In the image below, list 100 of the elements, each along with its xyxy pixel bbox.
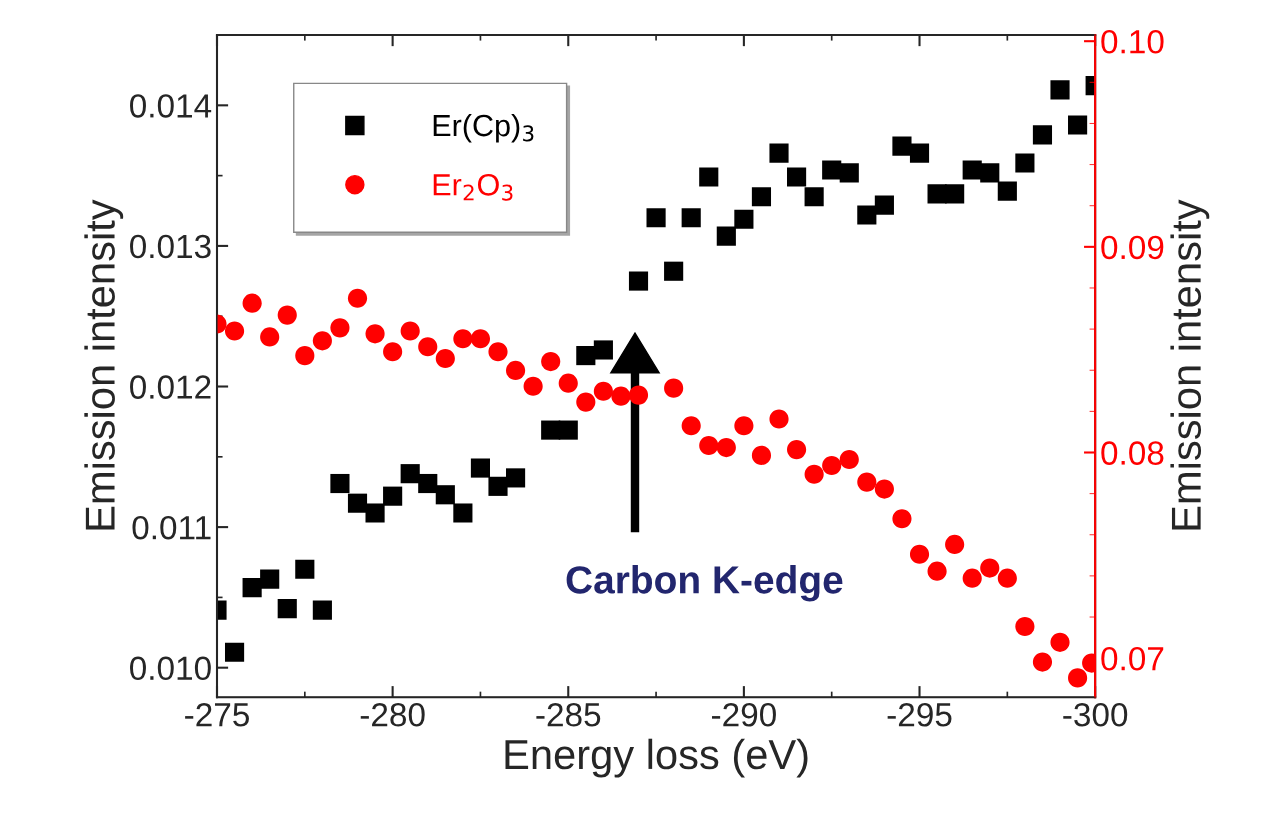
point [576, 392, 596, 412]
y2-tick-label: 0.09 [1101, 235, 1164, 260]
point [277, 599, 297, 619]
point [1015, 153, 1035, 173]
point [435, 485, 455, 505]
point [892, 509, 912, 529]
point [822, 455, 842, 476]
y-tick-label: 0.011 [132, 515, 211, 540]
point [962, 160, 982, 180]
y-tick-label: 0.012 [130, 375, 211, 399]
point [787, 440, 807, 460]
point [506, 468, 526, 488]
point [751, 445, 772, 465]
point [418, 337, 438, 357]
point [892, 136, 912, 156]
point [523, 376, 543, 396]
point [909, 143, 930, 163]
point [751, 187, 772, 207]
point [664, 261, 684, 281]
point [611, 386, 631, 406]
point [1068, 115, 1088, 135]
point [277, 305, 297, 325]
point [383, 342, 403, 362]
point [347, 493, 368, 513]
point [734, 416, 754, 436]
point [628, 385, 649, 405]
x-tick-label: -300 [1063, 702, 1128, 727]
point [997, 568, 1017, 588]
point [260, 327, 280, 347]
point [558, 373, 578, 393]
point [365, 503, 385, 523]
point [558, 420, 578, 440]
point [734, 209, 754, 229]
x-tick-label: -285 [536, 702, 601, 727]
point [435, 348, 455, 369]
point [769, 409, 789, 429]
point [681, 208, 701, 228]
y2-tick-label: 0.10 [1101, 30, 1164, 54]
y-tick-label: 0.013 [130, 234, 211, 259]
point [681, 416, 701, 436]
x-tick-label: -280 [360, 702, 425, 727]
legend-label: Er$_{2}$O$_{3}$ [433, 174, 513, 201]
point [909, 544, 930, 564]
point [295, 559, 315, 579]
point [1032, 652, 1053, 672]
point [839, 449, 859, 470]
point [365, 324, 385, 344]
point [488, 476, 508, 496]
point [997, 181, 1017, 201]
point [506, 360, 526, 381]
point [383, 486, 403, 506]
y-tick-label: 0.010 [130, 656, 211, 681]
point [224, 642, 245, 662]
point [312, 600, 332, 620]
point [980, 163, 1000, 183]
point [716, 437, 736, 458]
point [541, 352, 561, 372]
point [804, 187, 824, 207]
point [347, 288, 368, 308]
point [769, 143, 789, 163]
point [980, 558, 1000, 578]
point [541, 420, 561, 440]
point [312, 331, 332, 351]
point [874, 479, 894, 499]
x-axis-title: Energy loss (eV) [505, 738, 808, 778]
point [593, 381, 613, 401]
point [260, 569, 280, 589]
point [646, 208, 666, 228]
point [699, 435, 719, 456]
point [330, 473, 350, 494]
point [400, 464, 420, 484]
point [962, 568, 982, 588]
point [1050, 80, 1070, 100]
x-tick-label: -295 [887, 702, 952, 727]
point [295, 346, 315, 366]
point [453, 503, 473, 523]
point [1050, 632, 1070, 652]
point [804, 464, 824, 484]
point [664, 378, 684, 398]
point [716, 226, 736, 246]
point [330, 318, 350, 338]
point [418, 473, 438, 494]
y-axis-title: Emission intensity [84, 199, 124, 530]
point [1068, 668, 1088, 688]
point [224, 321, 245, 341]
y2-tick-label: 0.08 [1101, 441, 1164, 465]
point [822, 160, 842, 180]
point [874, 195, 894, 215]
point [470, 458, 491, 478]
point [488, 342, 508, 362]
point [945, 184, 965, 204]
point [839, 163, 859, 183]
point [945, 534, 965, 554]
legend-label: Er(Cp)$_{3}$ [433, 113, 534, 143]
point [470, 329, 491, 349]
point [242, 293, 262, 313]
point [857, 472, 877, 492]
point [927, 561, 947, 581]
point [242, 577, 262, 598]
y2-tick-label: 0.07 [1101, 646, 1164, 671]
